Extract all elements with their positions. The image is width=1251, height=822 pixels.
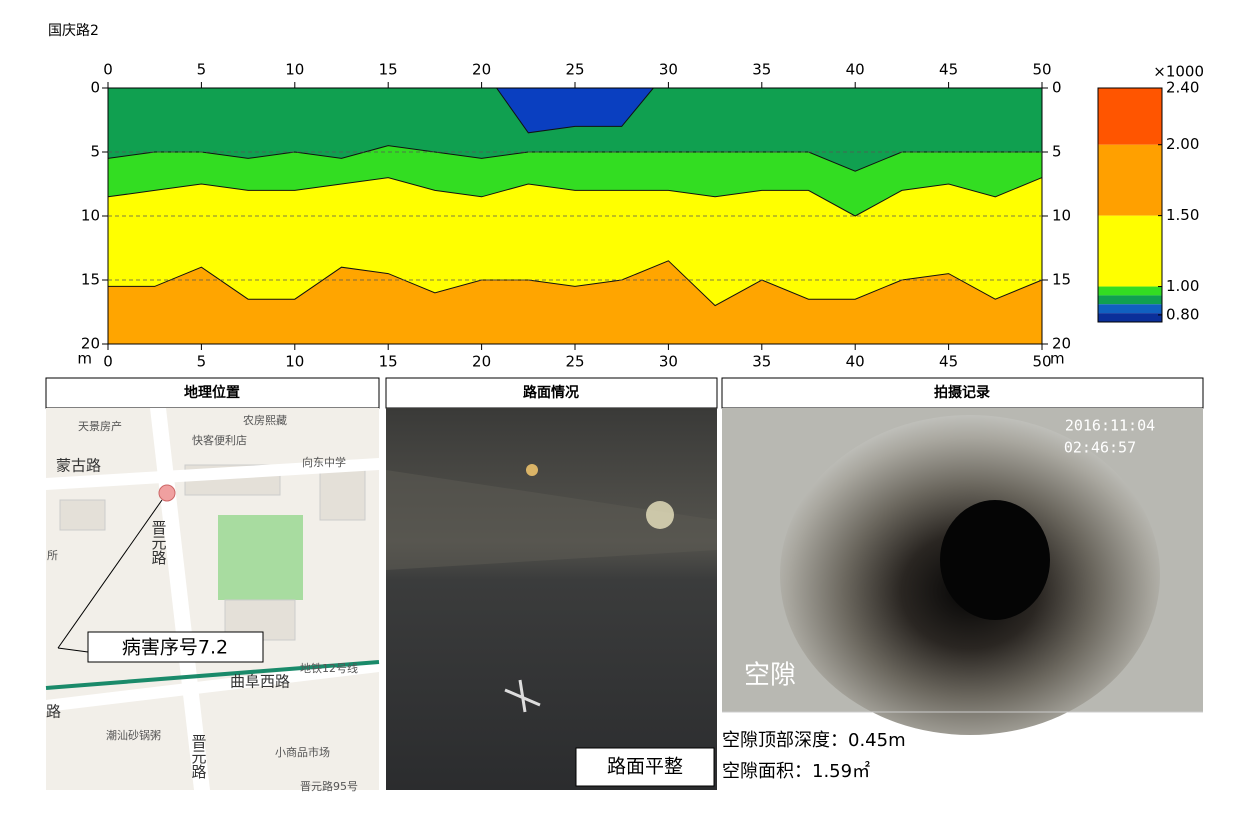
colorbar-band (1098, 304, 1162, 314)
band-fill (108, 260, 1042, 344)
x-tick-label: 30 (659, 61, 678, 79)
colorbar-tick-label: 1.00 (1166, 277, 1199, 295)
x-tick-label: 10 (285, 353, 304, 371)
road-photo (386, 408, 717, 790)
y-tick-label: 5 (90, 143, 100, 161)
map-label: 晋元路 (190, 734, 208, 779)
panel-header: 拍摄记录 (934, 384, 990, 401)
y-tick-label: 15 (81, 271, 100, 289)
x-tick-label: 20 (472, 353, 491, 371)
colorbar-band (1098, 295, 1162, 305)
callout: 病害序号7.2 (122, 637, 228, 659)
note: 空隙顶部深度：0.45m (722, 730, 906, 751)
timestamp: 02:46:57 (1064, 439, 1136, 457)
map-label: 地铁12号线 (300, 661, 358, 675)
x-tick-label: 25 (565, 353, 584, 371)
x-tick-label: 35 (752, 61, 771, 79)
map-label: 蒙古路 (56, 457, 101, 475)
map-label: 快客便利店 (192, 433, 247, 447)
x-tick-label: 0 (103, 61, 113, 79)
x-tick-label: 5 (197, 61, 207, 79)
x-tick-label: 50 (1032, 61, 1051, 79)
panel-header: 路面情况 (523, 384, 579, 401)
colorbar-band (1098, 286, 1162, 296)
x-tick-label: 35 (752, 353, 771, 371)
x-tick-label: 50 (1032, 353, 1051, 371)
x-tick-label: 40 (846, 61, 865, 79)
map-label: 晋元路 (150, 520, 168, 565)
map-label: 路 (46, 703, 61, 721)
map-label: 晋元路95号 (300, 780, 358, 793)
map-label: 向东中学 (302, 455, 346, 469)
x-tick-label: 25 (565, 61, 584, 79)
hole-photo (722, 408, 1203, 735)
y-tick-label: 5 (1052, 143, 1062, 161)
header-box (385, 377, 718, 409)
header-box (45, 377, 380, 409)
map-label: 潮汕砂锅粥 (106, 728, 161, 742)
y-tick-label: 0 (90, 79, 100, 97)
map (45, 408, 380, 790)
y-tick-label: 10 (1052, 207, 1071, 225)
colorbar-band (1098, 88, 1162, 145)
band-boundary (108, 260, 1043, 307)
colorbar-tick-label: 2.40 (1166, 79, 1199, 97)
colorbar-band (1098, 313, 1162, 322)
panel-header: 地理位置 (184, 384, 240, 401)
x-tick-label: 10 (285, 61, 304, 79)
x-tick-label: 45 (939, 353, 958, 371)
y-tick-label: 15 (1052, 271, 1071, 289)
timestamp: 2016:11:04 (1065, 417, 1155, 435)
colorbar-tick-label: 2.00 (1166, 135, 1199, 153)
x-tick-label: 20 (472, 61, 491, 79)
band-boundary (107, 177, 1043, 217)
y-tick-label: 10 (81, 207, 100, 225)
photo-label: 空隙 (744, 661, 796, 691)
colorbar-band (1098, 215, 1162, 287)
map-label: 曲阜西路 (230, 673, 290, 691)
colorbar-label: ×1000 (1153, 63, 1204, 81)
map-label: 天景房产 (78, 419, 122, 433)
y-tick-label: 20 (1052, 335, 1071, 353)
map-label: 农房熙藏 (243, 413, 287, 427)
caption: 路面平整 (607, 756, 683, 778)
x-tick-label: 15 (379, 353, 398, 371)
x-tick-label: 0 (103, 353, 113, 371)
colorbar-tick-label: 0.80 (1166, 305, 1199, 323)
header-box (721, 377, 1204, 409)
x-tick-label: 15 (379, 61, 398, 79)
x-tick-label: 30 (659, 353, 678, 371)
x-tick-label: 40 (846, 353, 865, 371)
y-tick-label: 0 (1052, 79, 1062, 97)
note: 空隙面积：1.59㎡ (722, 760, 870, 782)
colorbar-band (1098, 144, 1162, 216)
map-label: 小商品市场 (275, 745, 330, 759)
colorbar-frame (1097, 87, 1163, 323)
x-tick-label: 45 (939, 61, 958, 79)
axis-unit: m (1050, 350, 1065, 368)
band-boundary (107, 145, 1042, 172)
y-tick-label: 20 (81, 335, 100, 353)
x-tick-label: 5 (197, 353, 207, 371)
colorbar-tick-label: 1.50 (1166, 206, 1199, 224)
map-label: 所 (47, 549, 58, 562)
axis-unit: m (77, 350, 92, 368)
chart-title: 国庆路2 (48, 23, 99, 39)
